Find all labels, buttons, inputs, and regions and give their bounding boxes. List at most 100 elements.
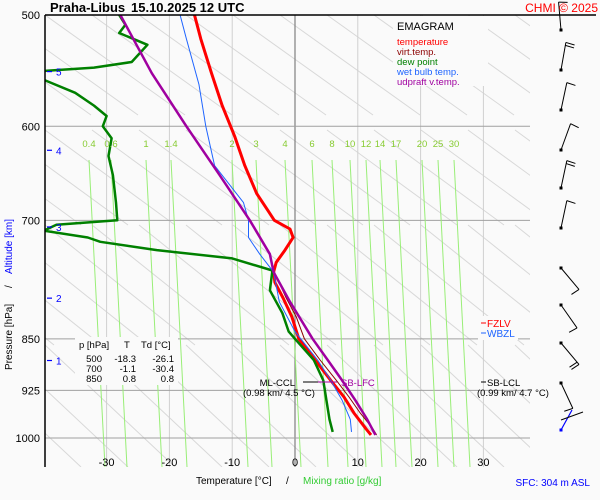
x-tick-label: -20	[161, 457, 177, 469]
dry-adiabat-line	[420, 224, 530, 313]
legend-item-dew-point: dew point	[397, 57, 438, 68]
x-axis-title-mixing: Mixing ratio [g/kg]	[303, 476, 382, 487]
sb-lfc-label: SB-LFC	[341, 378, 375, 389]
wind-barb-body	[560, 267, 580, 295]
mixing-ratio-label: 1	[143, 139, 148, 150]
wind-barb-staff	[560, 409, 573, 431]
dry-adiabat-line	[185, 15, 327, 116]
wind-barb-flag	[565, 44, 575, 49]
x-axis-separator: /	[286, 476, 289, 487]
dry-adiabat-line	[45, 299, 102, 346]
mixing-ratio-label: 17	[391, 139, 402, 150]
wind-barb-flag	[571, 289, 580, 295]
dry-adiabat-line	[232, 15, 374, 116]
y-axis-separator: /	[4, 285, 15, 288]
svg-text:850: 850	[86, 374, 102, 385]
wind-barb	[559, 266, 580, 295]
wind-barb-base	[559, 148, 563, 152]
series-temperature	[193, 15, 373, 436]
wind-barb-staff	[560, 42, 567, 71]
dry-adiabat-line	[373, 344, 505, 467]
dry-adiabat-line	[45, 344, 176, 467]
y-tick-label: 500	[22, 10, 40, 22]
altitude-tick-label: 2	[56, 294, 62, 305]
value-table-bg	[75, 337, 178, 385]
dry-adiabat-line	[232, 224, 384, 346]
wind-barb-body	[560, 304, 578, 333]
copyright: CHMI © 2025	[525, 1, 598, 15]
wind-barb-flag	[558, 1, 568, 3]
mixing-ratio-line	[231, 159, 249, 467]
wind-barb-base	[559, 303, 563, 307]
mixing-ratio-label: 10	[345, 139, 356, 150]
altitude-tick-label: 1	[56, 357, 62, 368]
x-tick-label: 0	[292, 457, 298, 469]
wind-barb-base	[559, 28, 563, 32]
y-tick-label: 1000	[16, 433, 40, 445]
dry-adiabat-line	[45, 224, 196, 346]
wind-barb	[559, 41, 575, 72]
svg-text:-1.1: -1.1	[120, 364, 136, 375]
legend-item-updraft: udpraft v.temp.	[397, 77, 460, 88]
wind-barb-flag	[566, 160, 576, 164]
svg-text:-18.3: -18.3	[114, 354, 136, 365]
altitude-tick-label: 5	[56, 68, 62, 79]
dry-adiabat-line	[45, 129, 176, 226]
legend-item-wet-bulb: wet bulb temp.	[396, 67, 459, 78]
dry-adiabat-line	[514, 15, 530, 27]
x-axis-title: Temperature [°C]	[196, 476, 272, 487]
dry-adiabat-line	[467, 15, 530, 60]
mixing-ratio-line	[349, 159, 367, 467]
wind-barb-flag	[571, 364, 580, 370]
dry-adiabat-line	[279, 224, 431, 346]
wind-barb	[558, 1, 568, 32]
wind-barb-flag	[566, 200, 576, 204]
dry-adiabat-line	[562, 225, 600, 345]
altitude-tick-label: 4	[56, 146, 62, 157]
mixing-ratio-label: 8	[329, 139, 334, 150]
dry-adiabat-line	[279, 15, 421, 116]
mixing-ratio-line	[145, 159, 163, 467]
wind-barb	[559, 160, 576, 190]
svg-text:0.8: 0.8	[123, 374, 136, 385]
x-tick-label: -30	[99, 457, 115, 469]
dry-adiabat-line	[0, 130, 34, 225]
wind-barb-base	[559, 226, 563, 230]
legend-item-virt-temp: virt.temp.	[397, 47, 436, 58]
mixing-ratio-label: 20	[417, 139, 428, 150]
wind-barb-staff	[560, 160, 568, 189]
wind-barb-body	[560, 123, 579, 151]
series-udpraft-v-temp	[119, 15, 377, 436]
surface-elevation: SFC: 304 m ASL	[516, 478, 591, 489]
wind-barb-base	[559, 381, 563, 385]
altitude-tick-label: 3	[56, 223, 62, 234]
mixing-ratio-line	[453, 159, 471, 467]
wind-barb-staff	[560, 304, 578, 329]
mixing-ratio-line	[331, 159, 349, 467]
y-tick-label: 700	[22, 215, 40, 227]
sb-lcl-label: SB-LCL	[487, 378, 520, 389]
dry-adiabat-line	[45, 47, 139, 116]
svg-text:700: 700	[86, 364, 102, 375]
datetime-title: 15.10.2025 12 UTC	[131, 0, 245, 15]
mixing-ratio-line	[421, 159, 439, 467]
wind-barb	[559, 200, 576, 230]
mixing-ratio-line	[437, 159, 455, 467]
wind-barb	[559, 123, 579, 152]
mixing-ratio-line	[311, 159, 329, 467]
mixing-ratio-label: 2	[229, 139, 234, 150]
wind-barb-body	[560, 200, 576, 229]
legend-title: EMAGRAM	[397, 21, 454, 33]
mixing-ratio-line	[88, 159, 106, 467]
wind-barb-staff	[560, 200, 568, 229]
svg-text:-26.1: -26.1	[152, 354, 174, 365]
dry-adiabat-line	[185, 224, 337, 346]
mixing-ratio-label: 0.6	[104, 139, 117, 150]
mixing-ratio-line	[379, 159, 397, 467]
wind-barb-body	[558, 1, 568, 31]
x-tick-label: -10	[224, 457, 240, 469]
dry-adiabat-line	[562, 345, 600, 467]
wind-barb-staff	[560, 342, 580, 365]
mixing-ratio-line	[255, 159, 273, 467]
